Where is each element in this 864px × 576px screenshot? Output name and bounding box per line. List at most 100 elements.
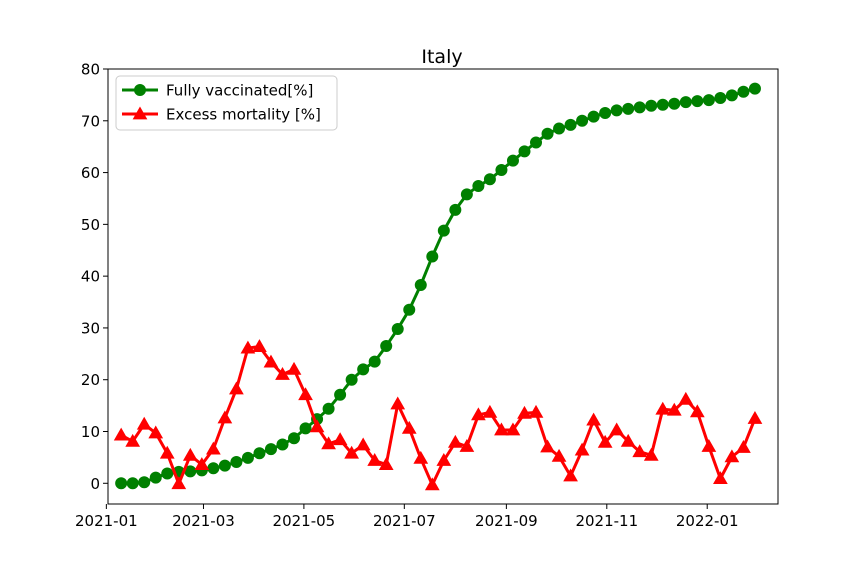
data-point bbox=[725, 89, 738, 102]
data-point bbox=[217, 410, 233, 424]
data-point bbox=[321, 436, 336, 450]
data-point bbox=[149, 471, 162, 484]
data-point bbox=[679, 96, 692, 109]
series-0 bbox=[115, 82, 761, 490]
data-point bbox=[518, 145, 531, 158]
data-point bbox=[159, 445, 175, 459]
data-point bbox=[610, 104, 623, 117]
data-point bbox=[517, 405, 532, 419]
data-point bbox=[205, 441, 221, 455]
legend-label: Excess mortality [%] bbox=[166, 106, 321, 124]
data-point bbox=[656, 98, 669, 111]
legend-marker bbox=[134, 84, 146, 96]
y-tick-label: 0 bbox=[90, 475, 100, 493]
series-1 bbox=[113, 339, 763, 491]
data-point bbox=[530, 136, 543, 149]
data-point bbox=[494, 422, 509, 436]
y-tick-label: 10 bbox=[81, 423, 100, 441]
chart-title: Italy bbox=[421, 46, 462, 68]
data-point bbox=[113, 427, 129, 441]
data-point bbox=[126, 477, 139, 490]
data-point bbox=[482, 404, 498, 418]
data-point bbox=[736, 440, 751, 453]
data-point bbox=[207, 462, 220, 475]
data-point bbox=[505, 422, 521, 436]
data-point bbox=[620, 433, 636, 447]
data-point bbox=[472, 180, 485, 193]
data-point bbox=[668, 97, 681, 110]
data-point bbox=[414, 278, 427, 291]
data-point bbox=[633, 101, 646, 114]
data-point bbox=[332, 432, 348, 446]
data-point bbox=[586, 412, 601, 426]
data-point bbox=[309, 419, 325, 433]
data-point bbox=[643, 447, 659, 461]
data-point bbox=[678, 391, 694, 405]
data-point bbox=[737, 85, 750, 98]
data-point bbox=[666, 402, 682, 416]
data-point bbox=[597, 434, 613, 448]
y-tick-label: 30 bbox=[81, 319, 100, 337]
data-point bbox=[138, 476, 151, 489]
data-point bbox=[263, 354, 279, 368]
series-layer bbox=[113, 82, 763, 491]
data-point bbox=[334, 388, 347, 401]
data-point bbox=[748, 82, 761, 95]
data-point bbox=[148, 425, 164, 439]
data-point bbox=[115, 477, 128, 490]
y-tick-label: 50 bbox=[81, 216, 100, 234]
y-tick-label: 20 bbox=[81, 371, 100, 389]
data-point bbox=[264, 443, 277, 456]
data-point bbox=[357, 363, 370, 376]
data-point bbox=[574, 442, 590, 456]
data-point bbox=[563, 468, 578, 482]
data-point bbox=[447, 434, 463, 448]
data-point bbox=[714, 92, 727, 104]
data-point bbox=[460, 188, 473, 201]
data-point bbox=[252, 339, 267, 352]
x-tick-label: 2021-05 bbox=[273, 512, 336, 530]
axes: 2021-01 2021-03 2021-05 2021-07 2021-09 2021-… bbox=[75, 61, 739, 531]
x-tick-label: 2021-11 bbox=[575, 512, 638, 530]
legend-marker bbox=[132, 106, 148, 120]
data-point bbox=[528, 404, 544, 418]
data-point bbox=[495, 163, 508, 176]
data-point bbox=[506, 154, 519, 167]
data-point bbox=[230, 456, 243, 469]
data-point bbox=[724, 449, 740, 463]
data-point bbox=[218, 459, 231, 472]
data-point bbox=[655, 401, 671, 415]
x-tick-label: 2021-07 bbox=[373, 512, 436, 530]
data-point bbox=[161, 467, 174, 480]
y-tick-label: 80 bbox=[81, 61, 100, 79]
x-tick-label: 2021-01 bbox=[75, 512, 138, 530]
x-tick-label: 2022-01 bbox=[676, 512, 739, 530]
data-point bbox=[367, 452, 383, 466]
data-point bbox=[298, 387, 313, 401]
data-point bbox=[540, 439, 555, 453]
data-point bbox=[182, 447, 198, 461]
data-point bbox=[253, 447, 266, 460]
data-point bbox=[345, 373, 358, 386]
data-point bbox=[229, 381, 244, 395]
data-point bbox=[553, 122, 566, 135]
data-point bbox=[702, 94, 715, 107]
data-point bbox=[276, 438, 289, 451]
data-point bbox=[436, 452, 452, 466]
data-point bbox=[622, 102, 635, 115]
data-point bbox=[587, 110, 600, 123]
data-point bbox=[401, 420, 417, 434]
data-point bbox=[355, 437, 371, 451]
data-point bbox=[437, 224, 450, 237]
data-point bbox=[380, 340, 393, 353]
data-point bbox=[564, 118, 577, 131]
legend-label: Fully vaccinated[%] bbox=[166, 82, 313, 100]
data-point bbox=[299, 422, 312, 435]
data-point bbox=[483, 173, 496, 186]
data-point bbox=[459, 439, 475, 452]
data-point bbox=[701, 439, 717, 452]
data-point bbox=[286, 361, 302, 375]
data-point bbox=[541, 127, 554, 140]
data-point bbox=[689, 404, 705, 418]
